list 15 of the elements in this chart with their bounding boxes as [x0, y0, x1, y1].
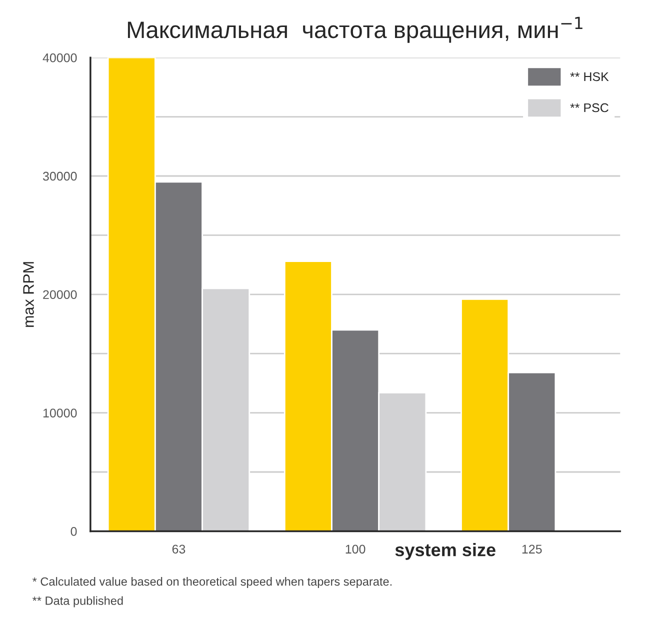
y-tick-label: 30000: [42, 172, 77, 181]
x-tick-label: 100: [346, 544, 366, 554]
y-tick-label: 40000: [42, 53, 77, 62]
y-axis-title: max RPM: [23, 262, 34, 327]
x-axis-title: system size: [395, 543, 496, 560]
text: ** Data published: [32, 596, 123, 608]
y-tick-label: 20000: [43, 290, 77, 300]
x-tick-label: 125: [522, 544, 542, 554]
y-tick-label: 10000: [43, 408, 77, 418]
y-tick-label: 0: [70, 527, 77, 536]
chart-title: Максимальная частота вращения, мин$^{−1}$: [128, 16, 582, 43]
legend-label: ** HSK: [570, 72, 609, 82]
text: * Calculated value based on theoretical speed when tapers separate.: [32, 577, 392, 588]
x-tick-label: 63: [172, 544, 186, 554]
legend-label: ** PSC: [570, 103, 608, 112]
